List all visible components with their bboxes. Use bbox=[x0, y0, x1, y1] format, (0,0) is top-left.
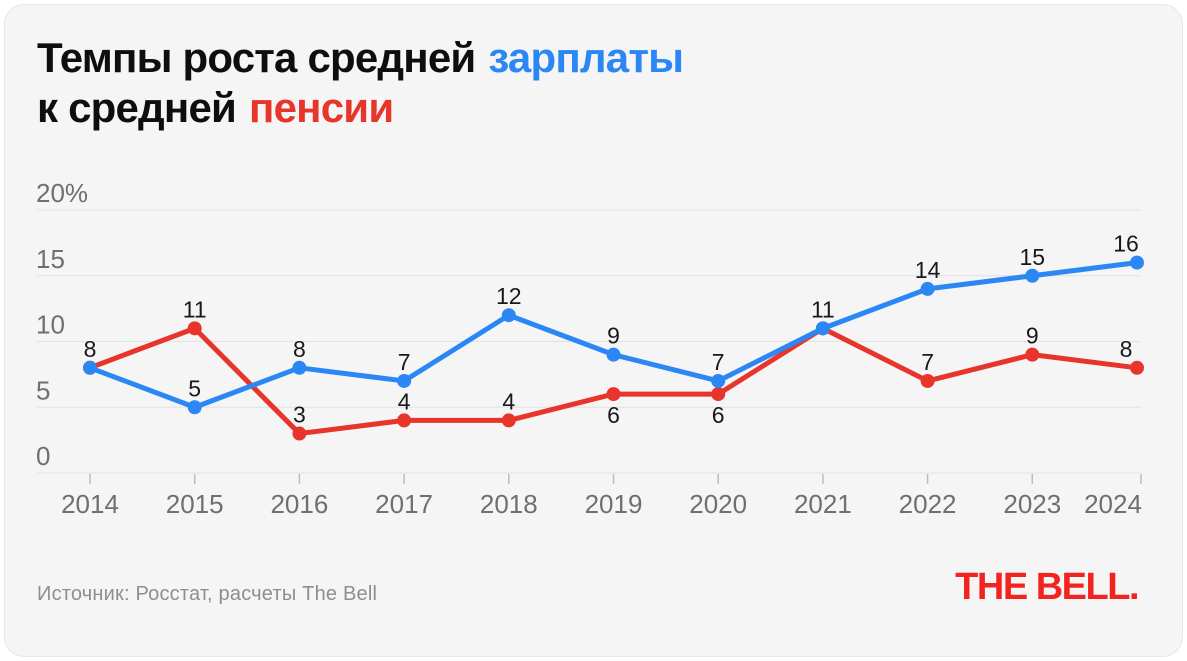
data-label: 8 bbox=[84, 336, 97, 362]
series-зарплата bbox=[83, 255, 1144, 415]
data-label: 14 bbox=[915, 257, 941, 283]
x-axis-label: 2014 bbox=[61, 489, 119, 519]
data-label: 16 bbox=[1113, 231, 1139, 257]
data-point bbox=[1025, 268, 1040, 283]
x-axis-label: 2019 bbox=[585, 489, 643, 519]
x-axis-labels: 2014 2015 2016 2017 2018 2019 2020 2021 2022 2023… bbox=[61, 489, 1142, 519]
x-axis-label: 2017 bbox=[375, 489, 433, 519]
data-point bbox=[920, 373, 935, 388]
data-point bbox=[815, 321, 830, 336]
data-label: 7 bbox=[398, 349, 411, 375]
data-point bbox=[606, 387, 621, 402]
data-label: 8 bbox=[293, 336, 306, 362]
y-axis-label: 10 bbox=[36, 310, 65, 340]
data-point bbox=[711, 373, 726, 388]
data-point bbox=[83, 360, 97, 375]
data-point bbox=[501, 413, 516, 428]
title-word-salary: зарплаты bbox=[488, 34, 684, 81]
data-label: 5 bbox=[188, 375, 201, 401]
x-axis-label: 2023 bbox=[1003, 489, 1061, 519]
chart-title: Темпы роста средней зарплаты к средней пе… bbox=[37, 33, 684, 133]
data-label: 9 bbox=[607, 323, 620, 349]
y-axis-label: 0 bbox=[36, 441, 50, 471]
title-line1: Темпы роста средней зарплаты bbox=[37, 34, 684, 81]
title-word-pension: пенсии bbox=[249, 84, 394, 131]
data-point bbox=[606, 347, 621, 362]
y-axis-label: 15 bbox=[36, 244, 65, 274]
data-point bbox=[1025, 347, 1040, 362]
data-point bbox=[397, 373, 412, 388]
data-label: 6 bbox=[712, 402, 725, 428]
x-axis-label: 2024 bbox=[1084, 489, 1142, 519]
data-label: 12 bbox=[496, 283, 522, 309]
x-axis-label: 2020 bbox=[689, 489, 747, 519]
data-point bbox=[711, 387, 726, 402]
x-axis-label: 2022 bbox=[899, 489, 957, 519]
data-point bbox=[1130, 255, 1144, 270]
data-label: 3 bbox=[293, 402, 306, 428]
data-point bbox=[501, 308, 516, 323]
x-axis-label: 2015 bbox=[166, 489, 224, 519]
data-point bbox=[1130, 360, 1144, 375]
data-label: 7 bbox=[712, 349, 725, 375]
data-point bbox=[292, 426, 307, 441]
grid-lines bbox=[37, 209, 1141, 474]
title-line2-text: к средней bbox=[37, 84, 237, 131]
the-bell-logo: THE BELL. bbox=[955, 566, 1139, 608]
x-axis-label: 2018 bbox=[480, 489, 538, 519]
data-label: 4 bbox=[398, 388, 411, 414]
y-axis-labels: 0 5 10 15 20% bbox=[36, 178, 88, 471]
data-label: 8 bbox=[1120, 336, 1133, 362]
data-label: 9 bbox=[1026, 323, 1039, 349]
y-axis-label: 20% bbox=[36, 178, 88, 208]
x-axis-ticks bbox=[89, 474, 1142, 484]
data-label: 7 bbox=[921, 349, 934, 375]
title-line2: к средней пенсии bbox=[37, 84, 394, 131]
data-labels: 8 5 8 7 12 9 7 11 14 15 16 11 3 4 4 6 6 7 9 8 bbox=[84, 231, 1139, 429]
source-note: Источник: Росстат, расчеты The Bell bbox=[37, 583, 378, 605]
title-line1-text: Темпы роста средней bbox=[37, 34, 476, 81]
y-axis-label: 5 bbox=[36, 375, 50, 405]
data-label: 11 bbox=[183, 296, 207, 322]
data-label: 6 bbox=[607, 402, 620, 428]
data-point bbox=[292, 360, 307, 375]
data-point bbox=[187, 400, 202, 415]
data-label: 15 bbox=[1020, 244, 1046, 270]
data-point bbox=[397, 413, 412, 428]
x-axis-label: 2021 bbox=[794, 489, 852, 519]
data-point bbox=[187, 321, 202, 336]
data-label: 4 bbox=[502, 388, 515, 414]
x-axis-label: 2016 bbox=[270, 489, 328, 519]
data-point bbox=[920, 281, 935, 296]
data-label: 11 bbox=[811, 296, 835, 322]
